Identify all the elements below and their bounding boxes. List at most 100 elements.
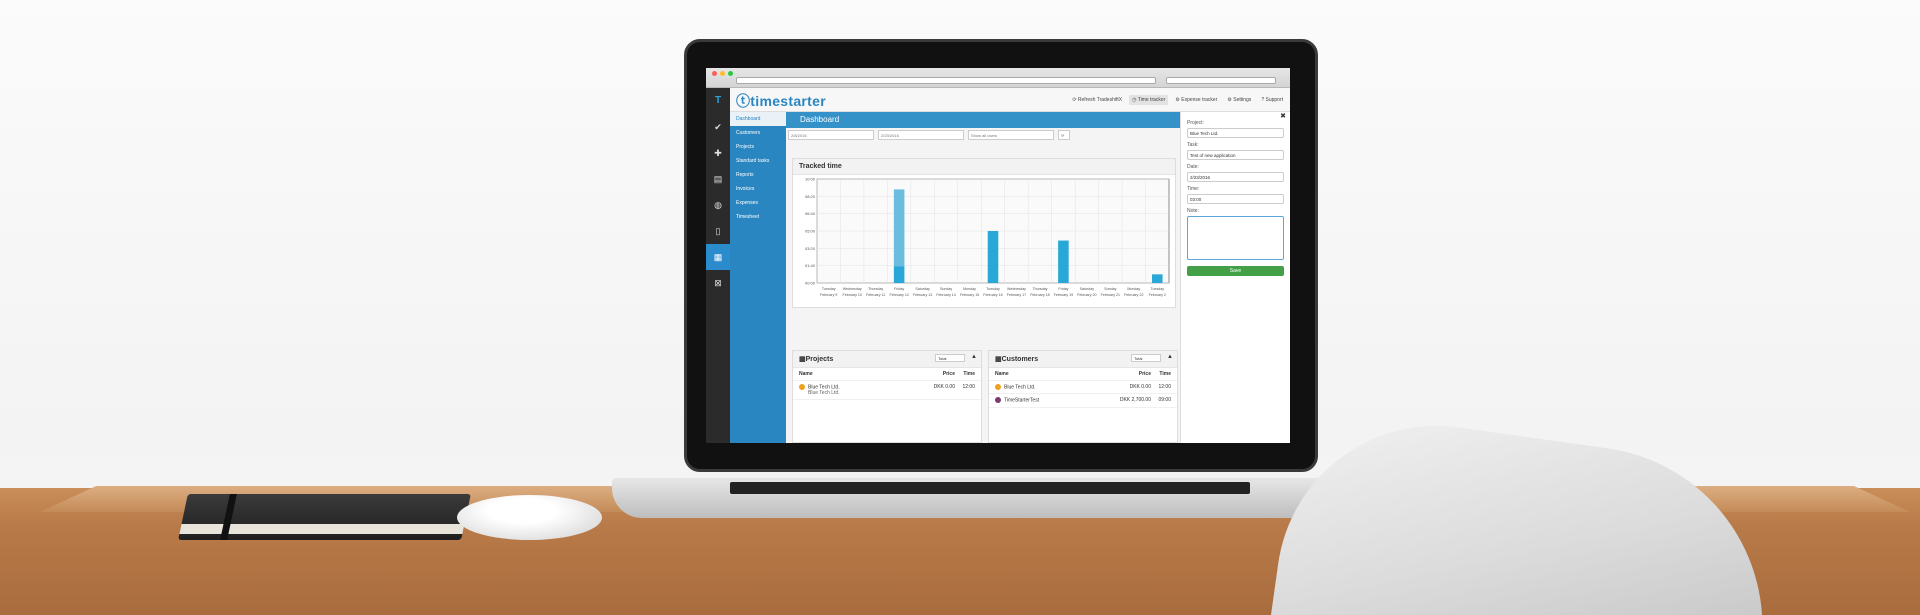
x-tick-label: February 21 — [1101, 293, 1120, 297]
x-tick-label: Sunday — [1104, 287, 1116, 291]
maximize-window-button[interactable] — [728, 71, 733, 76]
table-row[interactable]: TimeStarterTest DKK 2,700.00 09:00 — [989, 394, 1177, 408]
x-tick-label: February 13 — [913, 293, 932, 297]
tab-time-tracker[interactable]: ◷ Time tracker — [1129, 95, 1169, 105]
laptop-base — [612, 478, 1367, 518]
collapse-icon[interactable]: ▲ — [1167, 354, 1173, 360]
sidebar: Dashboard Customers Projects Standard ta… — [730, 112, 786, 443]
task-select[interactable]: Test of new application — [1187, 150, 1284, 160]
x-tick-label: Thursday — [1032, 287, 1047, 291]
minimize-window-button[interactable] — [720, 71, 725, 76]
book-icon[interactable]: ▤ — [713, 174, 723, 184]
keyboard — [730, 482, 1250, 494]
sidebar-item-standard-tasks[interactable]: Standard tasks — [736, 158, 770, 164]
projects-panel: ▦Projects Total ▲ Name Price Time Blue T… — [792, 350, 982, 443]
filter-bar: 2/8/2016 2/23/2016 Show all users ⟳ — [786, 128, 1180, 142]
time-label: Time: — [1187, 186, 1200, 192]
sidebar-item-dashboard[interactable]: Dashboard — [730, 112, 786, 126]
user-filter-select[interactable]: Show all users — [968, 130, 1054, 140]
row-time: 12:00 — [1158, 384, 1171, 390]
date-to-input[interactable]: 2/23/2016 — [878, 130, 964, 140]
window-controls — [712, 71, 733, 76]
row-name: TimeStarterTest — [995, 397, 1111, 404]
browser-search-field[interactable] — [1166, 77, 1276, 84]
grid-icon[interactable]: ▦ — [706, 244, 730, 270]
bar — [893, 266, 905, 283]
x-tick-label: February 11 — [866, 293, 885, 297]
project-select[interactable]: Blue Tech Ltd. — [1187, 128, 1284, 138]
tracked-time-card: Tracked time 00:00 01:40 03:20 05:00 06:40 08… — [792, 158, 1176, 308]
table-row[interactable]: Blue Tech Ltd. Blue Tech Ltd. DKK 0.00 12… — [793, 381, 981, 401]
plus-icon[interactable]: ✚ — [714, 148, 722, 158]
y-tick-label: 06:40 — [805, 211, 816, 216]
address-bar[interactable] — [736, 77, 1156, 84]
tab-settings[interactable]: ⚙ Settings — [1227, 97, 1252, 103]
close-window-button[interactable] — [712, 71, 717, 76]
refresh-button[interactable]: ⟳ — [1058, 130, 1070, 140]
projects-panel-title: ▦Projects — [799, 356, 834, 363]
x-tick-label: February 14 — [936, 293, 955, 297]
close-icon[interactable]: ✖ — [1280, 113, 1286, 120]
column-time: Time — [1159, 371, 1171, 377]
sidebar-item-reports[interactable]: Reports — [736, 172, 754, 178]
logo-icon[interactable]: T — [714, 95, 722, 106]
y-tick-label: 00:00 — [805, 281, 816, 286]
table-header: Name Price Time — [793, 368, 981, 381]
project-label: Project: — [1187, 120, 1204, 126]
refresh-link[interactable]: ⟳ Refresh TradeshiftX — [1072, 97, 1123, 103]
x-tick-label: Wednesday — [843, 287, 862, 291]
collapse-icon[interactable]: ▲ — [971, 354, 977, 360]
customer-avatar — [995, 384, 1001, 390]
x-tick-label: Monday — [1127, 287, 1140, 291]
date-from-input[interactable]: 2/8/2016 — [788, 130, 874, 140]
sidebar-item-projects[interactable]: Projects — [736, 144, 755, 150]
x-tick-label: February 18 — [1030, 293, 1049, 297]
row-price: DKK 2,700.00 — [1119, 397, 1151, 404]
top-nav: ⟳ Refresh TradeshiftX ◷ Time tracker ⚙ E… — [1069, 95, 1286, 105]
x-tick-label: Thursday — [868, 287, 883, 291]
x-tick-label: February 15 — [960, 293, 979, 297]
x-tick-label: Tuesday — [1150, 287, 1164, 291]
row-name-text: Blue Tech Ltd. — [808, 384, 840, 391]
note-label: Note: — [1187, 208, 1199, 214]
document-icon[interactable]: ▯ — [715, 226, 721, 236]
tab-expense-tracker[interactable]: ⚙ Expense tracker — [1175, 97, 1218, 103]
customers-total-select[interactable]: Total — [1131, 354, 1161, 362]
sidebar-item-customers[interactable]: Customers — [736, 130, 761, 136]
globe-icon[interactable]: ◍ — [714, 200, 722, 210]
brand-logo[interactable]: ⓣtimestarter — [736, 93, 826, 109]
customer-avatar — [799, 384, 805, 390]
projects-panel-header: ▦Projects Total ▲ — [793, 351, 981, 368]
computer-mouse — [457, 495, 602, 540]
projects-total-select[interactable]: Total — [935, 354, 965, 362]
sidebar-item-expenses[interactable]: Expenses — [736, 200, 758, 206]
time-entry-form: ✖ Project: Blue Tech Ltd. Task: Test of … — [1180, 112, 1290, 443]
x-tick-label: Tuesday — [822, 287, 836, 291]
row-name: Blue Tech Ltd. — [995, 384, 1111, 390]
table-row[interactable]: Blue Tech Ltd. DKK 0.00 12:00 — [989, 381, 1177, 395]
sidebar-item-timesheet[interactable]: Timesheet — [736, 214, 760, 220]
date-field[interactable]: 2/23/2016 — [1187, 172, 1284, 182]
close-box-icon[interactable]: ⊠ — [714, 278, 722, 288]
column-time: Time — [963, 371, 975, 377]
sidebar-item-invoices[interactable]: Invoices — [736, 186, 755, 192]
x-tick-label: February 17 — [1007, 293, 1026, 297]
time-field[interactable]: 03:00 — [1187, 194, 1284, 204]
chair — [1264, 405, 1786, 615]
check-icon[interactable]: ✔ — [714, 122, 722, 132]
y-tick-label: 03:20 — [805, 246, 816, 251]
note-textarea[interactable] — [1187, 216, 1284, 260]
date-label: Date: — [1187, 164, 1199, 170]
x-tick-label: February 9 — [820, 293, 837, 297]
save-button[interactable]: Save — [1187, 266, 1284, 276]
y-tick-label: 10:00 — [805, 177, 816, 182]
x-tick-label: February 20 — [1077, 293, 1096, 297]
row-name-text: Blue Tech Ltd. — [1004, 384, 1036, 391]
browser-toolbar — [706, 68, 1290, 88]
tab-support[interactable]: ? Support — [1261, 97, 1283, 103]
x-tick-label: Tuesday — [986, 287, 1000, 291]
row-price: DKK 0.00 — [1129, 384, 1151, 390]
customers-panel: ▦Customers Total ▲ Name Price Time Blue … — [988, 350, 1178, 443]
customers-panel-title: ▦Customers — [995, 356, 1039, 363]
